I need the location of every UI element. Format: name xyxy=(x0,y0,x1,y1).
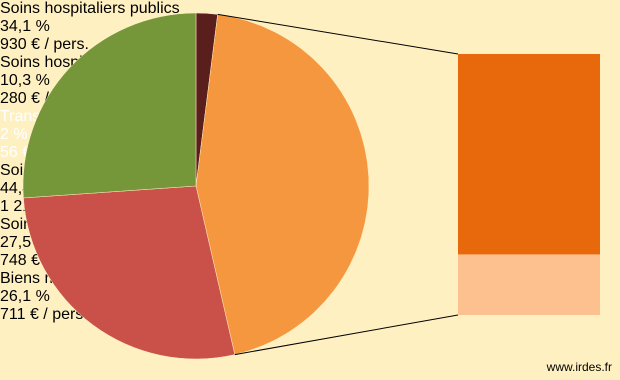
data-label: Soins hospitaliers publics 34,1 % 930 € / … xyxy=(0,0,620,54)
label-percent: 2 % xyxy=(0,126,28,143)
label-amount: 930 € / pers. xyxy=(0,36,89,53)
bar-segment xyxy=(458,254,600,315)
pie-slice xyxy=(23,185,236,360)
connector xyxy=(234,314,459,356)
source: www.irdes.fr xyxy=(546,360,612,374)
label-percent: 34,1 % xyxy=(0,18,50,35)
pie-slice xyxy=(195,14,370,355)
label-percent: 10,3 % xyxy=(0,72,50,89)
connector xyxy=(217,13,459,55)
pie-slice xyxy=(22,12,197,199)
label-amount: 711 € / pers. xyxy=(0,306,88,323)
label-name: Soins hospitaliers publics xyxy=(0,0,180,17)
bar-segment xyxy=(458,54,600,255)
label-percent: 26,1 % xyxy=(0,288,50,305)
